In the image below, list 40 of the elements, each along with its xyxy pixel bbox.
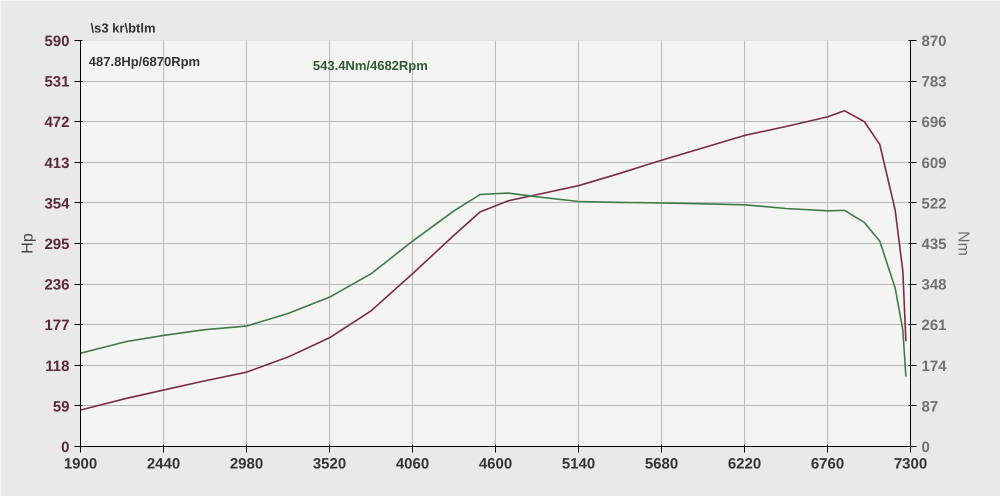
annotation: 487.8Hp/6870Rpm: [88, 54, 200, 69]
y2-axis-title: Nm: [954, 231, 972, 256]
x-tick-label: 7300: [894, 456, 928, 472]
y2-tick-label: 261: [922, 317, 947, 334]
y2-tick-label: 870: [922, 33, 947, 50]
y2-tick-label: 783: [922, 74, 947, 91]
y2-tick-label: 435: [922, 236, 947, 253]
y-axis-title: Hp: [19, 233, 36, 254]
y-tick-label: 118: [45, 358, 70, 375]
line-series: [80, 192, 907, 378]
y2-tick-label: 609: [922, 154, 947, 172]
x-tick-label: 1900: [64, 456, 98, 472]
annotation: 543.4Nm/4682Rpm: [312, 58, 428, 73]
y-tick-label: 177: [44, 317, 70, 334]
y-tick-label: 413: [44, 154, 70, 172]
y-tick-label: 59: [52, 398, 70, 416]
y2-tick-label: 348: [922, 276, 947, 294]
x-tick-label: 3520: [312, 456, 346, 472]
y2-tick-label: 87: [922, 398, 938, 416]
x-tick-label: 5140: [562, 456, 596, 472]
x-tick-label: 4060: [396, 456, 430, 472]
y2-tick-label: 0: [922, 439, 930, 456]
y-tick-label: 354: [44, 195, 70, 212]
y-tick-label: 590: [44, 33, 70, 50]
x-tick-label: 4600: [478, 456, 512, 472]
y-tick-label: 472: [44, 114, 70, 132]
y-tick-label: 0: [61, 439, 70, 456]
x-tick-label: 6220: [728, 456, 762, 472]
y2-tick-label: 174: [922, 358, 948, 375]
y2-tick-label: 522: [922, 195, 947, 212]
y-tick-label: 236: [44, 276, 70, 294]
y2-tick-label: 696: [922, 114, 947, 132]
y-tick-label: 295: [44, 236, 70, 253]
line-series: [80, 110, 907, 411]
x-tick-label: 5680: [644, 456, 678, 472]
x-tick-label: 2440: [146, 456, 180, 472]
y-tick-label: 531: [44, 74, 70, 91]
x-tick-label: 2980: [230, 456, 264, 472]
text: \s3 kr\btlm: [90, 20, 156, 36]
x-tick-label: 6760: [810, 456, 844, 472]
